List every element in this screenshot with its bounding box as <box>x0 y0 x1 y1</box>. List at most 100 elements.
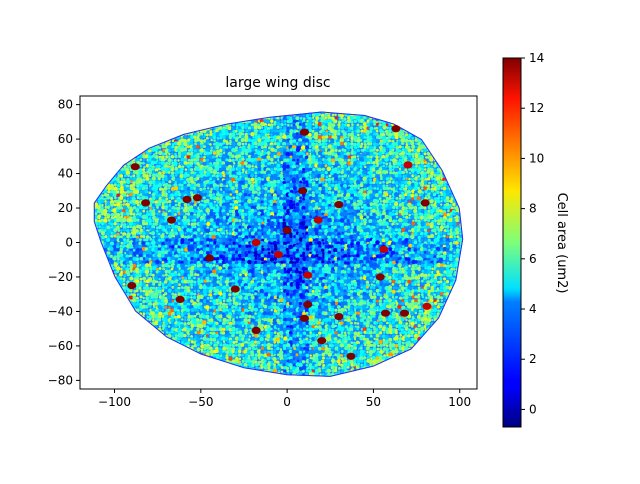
cell <box>270 154 275 159</box>
cell <box>324 118 329 124</box>
cell <box>356 133 360 137</box>
cell <box>250 173 255 178</box>
cell <box>244 132 248 136</box>
cell <box>340 209 344 213</box>
cell <box>237 163 242 168</box>
cell <box>249 214 255 220</box>
cell <box>375 129 379 133</box>
cell <box>254 174 258 178</box>
cell <box>425 156 428 159</box>
cell <box>253 141 258 146</box>
cell <box>433 164 437 168</box>
cell <box>299 196 302 200</box>
cell <box>196 180 200 184</box>
cell <box>368 219 373 224</box>
cell <box>360 209 364 213</box>
cell <box>317 202 322 207</box>
cell <box>232 123 236 126</box>
cell <box>433 219 438 223</box>
cell <box>286 142 290 146</box>
cell <box>235 138 239 142</box>
cell <box>276 129 280 133</box>
cell <box>263 139 268 144</box>
cell <box>174 173 178 177</box>
cell <box>218 173 223 178</box>
cell <box>327 217 332 223</box>
cell <box>416 196 421 201</box>
cell <box>384 157 389 162</box>
cell <box>301 177 306 182</box>
cell <box>372 157 377 162</box>
cell <box>353 151 357 155</box>
cell <box>200 144 205 149</box>
cell <box>382 176 387 181</box>
cell <box>267 189 271 193</box>
cell <box>347 196 351 200</box>
cell <box>299 116 303 120</box>
cell <box>366 206 370 210</box>
cell <box>346 118 352 123</box>
cell <box>145 206 149 210</box>
cell <box>308 160 313 165</box>
cell <box>276 145 280 149</box>
cell <box>381 151 385 155</box>
cell <box>264 162 268 165</box>
cell <box>236 193 239 196</box>
cell <box>221 128 227 134</box>
cell <box>235 190 239 194</box>
cell <box>311 142 316 147</box>
cell <box>209 135 213 140</box>
cell <box>354 130 357 133</box>
cell <box>227 151 233 157</box>
cell <box>343 135 347 140</box>
cell <box>339 113 344 118</box>
cell <box>320 174 325 178</box>
cell <box>208 166 214 172</box>
cell <box>358 157 364 162</box>
cell <box>366 138 370 143</box>
cell <box>318 181 322 184</box>
cell <box>331 213 334 216</box>
cell <box>260 197 264 201</box>
cell <box>340 175 344 178</box>
cell <box>436 186 441 191</box>
cell <box>353 162 356 165</box>
cell <box>376 187 380 191</box>
cell <box>395 154 399 159</box>
cell <box>334 148 338 152</box>
cell <box>325 175 329 178</box>
cell <box>283 119 287 123</box>
cell <box>421 196 425 200</box>
cell <box>174 186 179 191</box>
cell <box>181 206 184 210</box>
cell <box>336 132 341 136</box>
cell <box>391 151 395 156</box>
cell <box>285 131 290 136</box>
cell <box>366 155 371 159</box>
cell <box>229 213 233 216</box>
cell <box>267 133 270 136</box>
cell <box>177 187 181 190</box>
cell <box>356 123 360 127</box>
cell <box>291 179 296 184</box>
cell <box>119 196 124 200</box>
cell <box>379 141 384 146</box>
cell <box>107 186 112 191</box>
cell <box>247 152 251 156</box>
cell <box>113 183 117 187</box>
cell <box>320 205 325 210</box>
cell <box>234 209 239 214</box>
cell <box>203 155 206 159</box>
cell <box>331 165 334 169</box>
cell <box>365 152 370 156</box>
cell <box>327 151 332 157</box>
cell <box>405 133 409 137</box>
cell <box>264 193 268 197</box>
cell <box>417 161 421 165</box>
cell <box>389 171 393 175</box>
cell <box>363 116 367 120</box>
cell <box>388 135 392 139</box>
cell <box>213 190 217 193</box>
cell <box>156 206 159 209</box>
cell <box>273 142 277 146</box>
